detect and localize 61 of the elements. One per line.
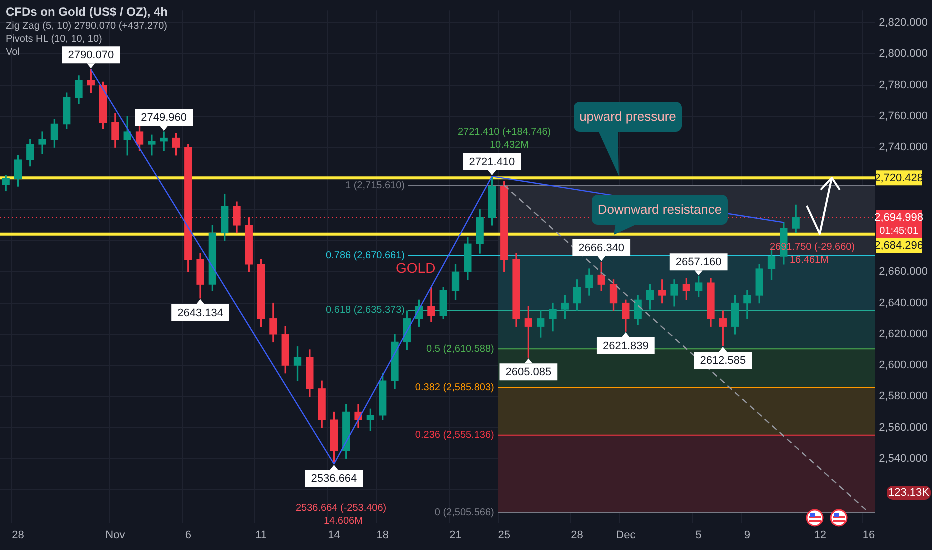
annotation: Vol — [6, 46, 20, 59]
x-tick-label: 28 — [571, 529, 584, 542]
x-tick-label: Nov — [106, 529, 126, 542]
ref-line-label: 0.618 (2,635.373) — [326, 305, 405, 316]
annotation: 2605.085 — [506, 366, 552, 379]
annotation: 2621.839 — [602, 340, 649, 353]
annotation: 2749.960 — [141, 112, 188, 124]
y-tick-label: 2,580.000 — [879, 390, 928, 403]
candlestick — [38, 132, 46, 154]
x-tick-label: Dec — [616, 529, 636, 542]
annotation: 2536.664 — [311, 473, 358, 486]
annotation: 2721.410 — [469, 156, 516, 169]
annotation: 10.432M — [490, 139, 529, 152]
x-tick-label: 21 — [450, 529, 462, 542]
annotation: 16.461M — [790, 254, 829, 267]
ref-line-label: 0.382 (2,585.803) — [415, 382, 494, 394]
annotation: Pivots HL (10, 10, 10) — [6, 33, 102, 46]
x-tick-label: 6 — [185, 529, 192, 542]
y-tick-label: 2,800.000 — [879, 48, 928, 60]
candlestick — [148, 134, 156, 156]
y-tick-label: 2,780.000 — [879, 79, 928, 92]
annotation: 2536.664 (-253.406) — [296, 502, 387, 515]
annotation: Zig Zag (5, 10) 2790.070 (+437.270) — [6, 20, 168, 33]
ref-line-label: 0.786 (2,670.661) — [326, 250, 405, 262]
x-tick-label: 11 — [256, 529, 268, 542]
ref-line-label: 0 (2,505.566) — [434, 507, 494, 518]
x-tick-label: 18 — [376, 529, 389, 542]
x-tick-label: 28 — [12, 529, 24, 542]
x-tick-label: 16 — [862, 529, 876, 542]
x-tick-label: 14 — [328, 529, 340, 542]
annotation: 2612.585 — [700, 355, 746, 367]
ref-line-label: 1 (2,715.610) — [346, 180, 405, 192]
text: 01:45:01 — [880, 226, 919, 237]
x-tick-label: 25 — [498, 529, 510, 542]
y-tick-label: 2,540.000 — [879, 453, 928, 465]
y-tick-label: 2,640.000 — [879, 297, 928, 310]
y-tick-label: 2,760.000 — [879, 110, 928, 122]
x-tick-label: 9 — [744, 529, 751, 542]
annotation: Downward resistance — [592, 195, 728, 225]
annotation: 2790.070 — [68, 50, 114, 62]
y-tick-label: 2,620.000 — [879, 328, 928, 340]
annotation: 2666.340 — [578, 242, 625, 254]
x-tick-label: 5 — [696, 529, 702, 542]
y-tick-label: 2,660.000 — [879, 266, 928, 278]
y-tick-label: 2,740.000 — [879, 142, 928, 154]
annotation: 14.606M — [324, 515, 363, 528]
ref-line-label: 0.236 (2,555.136) — [415, 430, 494, 442]
candlestick — [160, 132, 168, 152]
annotation: 2721.410 (+184.746) — [458, 126, 552, 139]
annotation: 2643.134 — [178, 307, 224, 320]
y-tick-label: 2,820.000 — [879, 17, 928, 30]
x-tick-label: 12 — [814, 529, 826, 542]
ref-line-label: 0.5 (2,610.588) — [426, 344, 494, 355]
y-tick-label: 2,600.000 — [879, 360, 928, 372]
annotation: GOLD — [396, 260, 436, 276]
annotation: upward pressure — [574, 102, 682, 132]
text: 123.13K — [887, 486, 931, 500]
annotation: 2691.750 (-29.660) — [770, 241, 856, 254]
chart-title: CFDs on Gold (US$ / OZ), 4h — [6, 5, 168, 19]
y-tick-label: 2,560.000 — [879, 422, 928, 434]
annotation: 2657.160 — [676, 256, 722, 269]
